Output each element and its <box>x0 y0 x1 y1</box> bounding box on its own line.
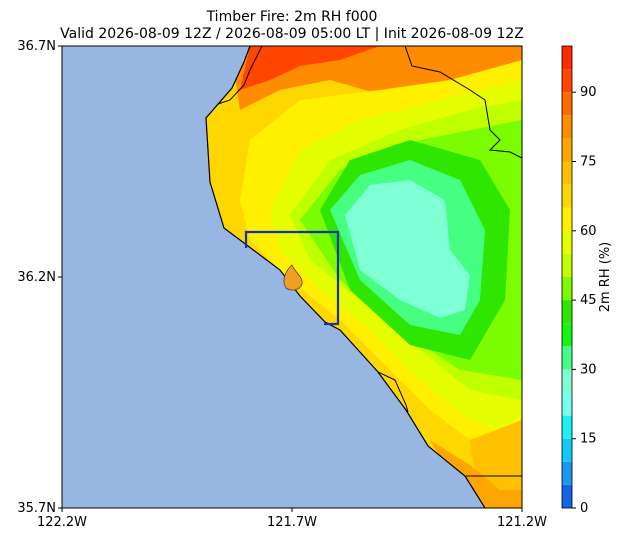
colorbar-segment <box>562 115 572 139</box>
fire-icon <box>283 264 303 291</box>
colorbar-segment <box>562 138 572 162</box>
colorbar-tick-label: 60 <box>580 224 597 239</box>
map <box>62 46 522 508</box>
colorbar-segment <box>562 438 572 462</box>
colorbar-tick-label: 30 <box>580 362 597 377</box>
y-tick-label: 35.7N <box>17 501 56 516</box>
colorbar-segment <box>562 277 572 301</box>
chart-subtitle: Valid 2026-08-09 12Z / 2026-08-09 05:00 … <box>60 26 524 42</box>
colorbar-tick-label: 0 <box>580 501 588 516</box>
colorbar-segment <box>562 46 572 70</box>
x-tick-label: 121.7W <box>267 515 317 530</box>
colorbar-segment <box>562 230 572 254</box>
colorbar-tick-label: 45 <box>580 293 597 308</box>
colorbar-tick-label: 75 <box>580 155 597 170</box>
colorbar-segment <box>562 207 572 231</box>
colorbar-segment <box>562 253 572 277</box>
colorbar-label: 2m RH (%) <box>598 242 613 313</box>
y-tick-label: 36.2N <box>17 270 56 285</box>
colorbar-frame <box>561 45 573 509</box>
colorbar-segment <box>562 300 572 324</box>
chart-title: Timber Fire: 2m RH f000 <box>206 9 378 25</box>
colorbar-segment <box>562 161 572 185</box>
colorbar-segment <box>562 346 572 370</box>
coastline <box>205 46 486 508</box>
colorbar-segment <box>562 323 572 347</box>
colorbar-tick-label: 15 <box>580 432 597 447</box>
boundary <box>404 46 522 159</box>
colorbar-segment <box>562 369 572 393</box>
colorbar-segment <box>562 184 572 208</box>
x-tick-label: 122.2W <box>37 515 87 530</box>
rh-contours <box>206 46 522 508</box>
y-tick-label: 36.7N <box>17 39 56 54</box>
colorbar-segment <box>562 392 572 416</box>
colorbar-segment <box>562 461 572 485</box>
boundary <box>217 46 263 105</box>
colorbar-segment <box>562 69 572 93</box>
boundary <box>377 371 409 413</box>
colorbar-tick-label: 90 <box>580 85 597 100</box>
x-tick-label: 121.2W <box>497 515 547 530</box>
colorbar-segment <box>562 92 572 116</box>
colorbar-segment <box>562 484 572 508</box>
domain-box <box>244 230 340 326</box>
colorbar-segment <box>562 415 572 439</box>
